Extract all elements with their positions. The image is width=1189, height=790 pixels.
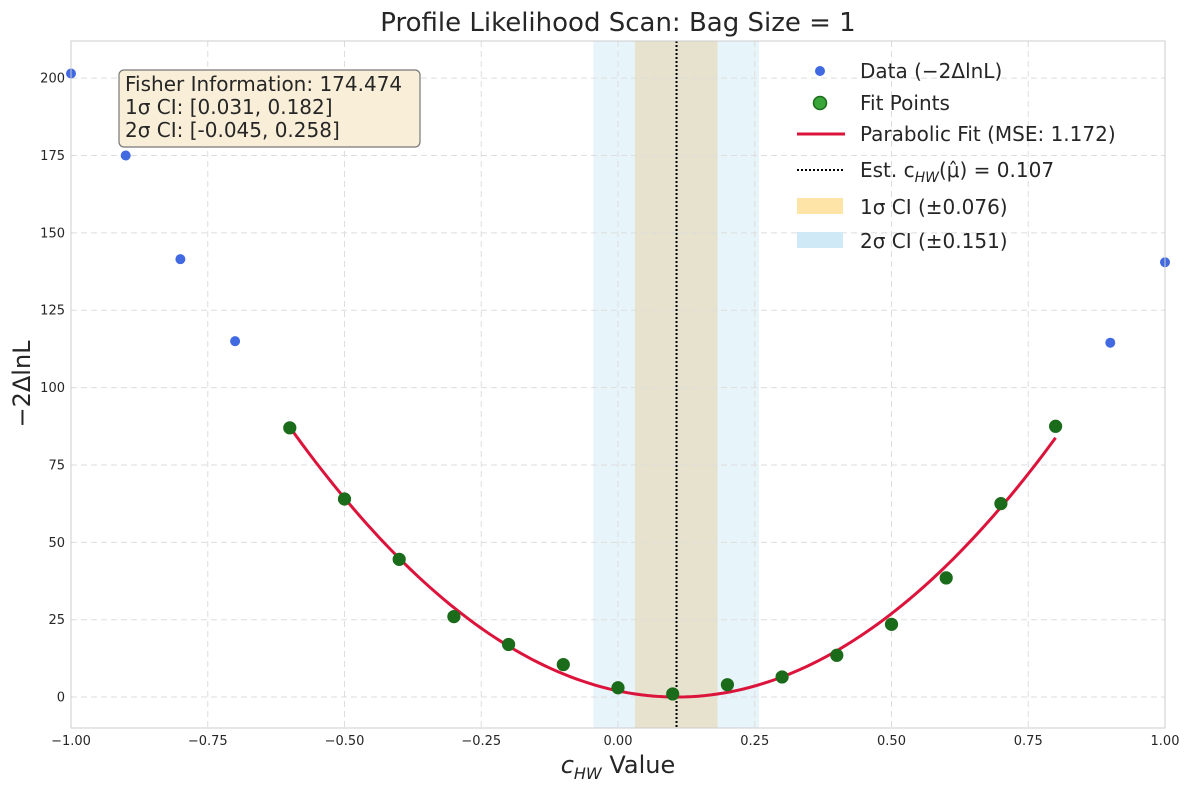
fit-point — [556, 657, 570, 672]
legend-parabolic-fit-label: Parabolic Fit (MSE: 1.172) — [860, 122, 1116, 146]
chart-title: Profile Likelihood Scan: Bag Size = 1 — [380, 8, 855, 38]
y-tick-label: 0 — [57, 691, 65, 706]
fit-point — [775, 670, 789, 684]
data-point — [175, 254, 186, 265]
fit-point — [392, 552, 406, 566]
fit-point — [884, 617, 899, 631]
info-ci2: 2σ CI: [-0.045, 0.258] — [125, 118, 340, 142]
x-tick-label: 0.50 — [877, 734, 906, 749]
legend-fit-points-marker — [812, 95, 828, 111]
plot-frame — [70, 40, 1166, 729]
fit-point — [939, 571, 953, 585]
x-tick-label: −0.50 — [325, 734, 365, 749]
fit-point — [337, 492, 352, 506]
info-box: Fisher Information: 174.474 1σ CI: [0.03… — [118, 69, 421, 148]
y-axis-label: −2ΔlnL — [8, 340, 36, 428]
y-tick-label: 100 — [40, 381, 65, 396]
data-point — [230, 336, 241, 347]
y-tick-label: 175 — [40, 149, 65, 164]
fit-point — [502, 637, 516, 652]
legend-estimate-label: Est. cHW(μ̂) = 0.107 — [860, 158, 1054, 186]
ci1-band — [634, 41, 718, 728]
fit-point — [447, 609, 461, 624]
y-tick-label: 125 — [40, 304, 65, 319]
legend-ci1-swatch — [797, 198, 843, 214]
info-fisher: Fisher Information: 174.474 — [125, 72, 402, 96]
legend-ci1-label: 1σ CI (±0.076) — [860, 195, 1008, 219]
legend-data-label: Data (−2ΔlnL) — [860, 59, 1002, 83]
x-axis-label: cHW Value — [561, 751, 676, 783]
info-box-background — [118, 69, 421, 148]
y-tick-label: 75 — [48, 458, 65, 473]
fit-point — [1048, 419, 1063, 433]
fit-point — [283, 421, 297, 435]
data-point — [120, 150, 131, 161]
x-tick-label: 1.00 — [1151, 734, 1180, 749]
legend-data-marker — [815, 66, 825, 76]
legend-fit-points-label: Fit Points — [860, 91, 950, 115]
legend: Data (−2ΔlnL) Fit Points Parabolic Fit (… — [797, 59, 1116, 253]
y-tick-label: 200 — [40, 72, 65, 87]
x-tick-label: 0.00 — [604, 734, 633, 749]
y-tick-labels: 0 25 50 75 100 125 150 175 200 — [40, 72, 65, 706]
y-tick-label: 25 — [48, 613, 65, 628]
legend-ci2-label: 2σ CI (±0.151) — [860, 229, 1008, 253]
info-ci1: 1σ CI: [0.031, 0.182] — [125, 95, 333, 119]
data-point — [1105, 337, 1116, 348]
x-tick-label: −1.00 — [51, 734, 91, 749]
x-tick-label: 0.25 — [740, 734, 769, 749]
x-tick-label: −0.25 — [461, 734, 501, 749]
y-tick-label: 150 — [40, 226, 65, 241]
fit-point — [830, 648, 844, 662]
y-tick-label: 50 — [48, 536, 65, 551]
x-tick-labels: −1.00 −0.75 −0.50 −0.25 0.00 0.25 0.50 0.75 1.00 — [51, 734, 1179, 749]
fit-point — [666, 687, 680, 701]
fit-point — [994, 497, 1008, 511]
x-tick-label: 0.75 — [1014, 734, 1043, 749]
grid-lines — [71, 41, 1165, 728]
legend-ci2-swatch — [797, 232, 843, 248]
fit-point — [720, 678, 735, 692]
fit-point — [611, 681, 625, 695]
points-layer — [66, 68, 1170, 701]
x-tick-label: −0.75 — [188, 734, 228, 749]
